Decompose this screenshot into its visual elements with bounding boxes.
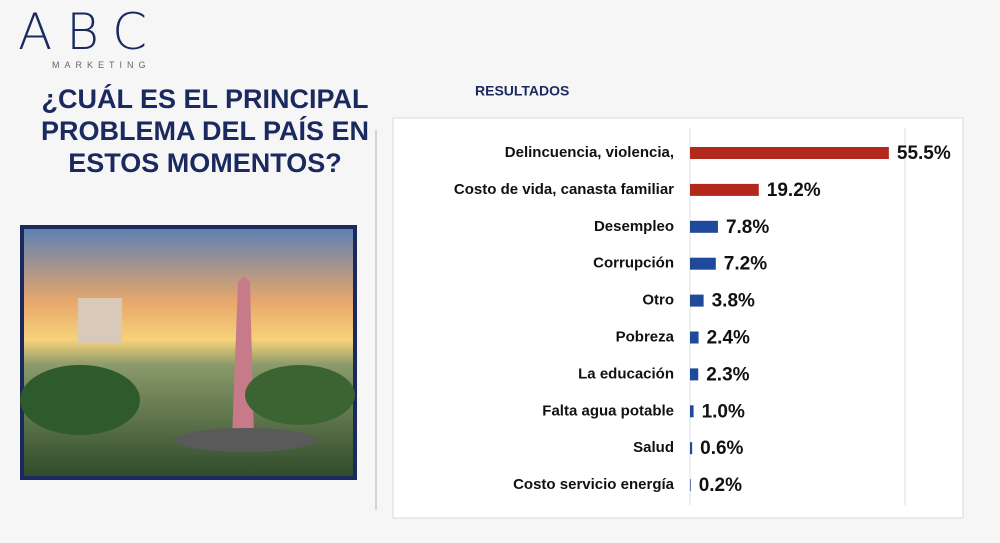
category-label: Costo de vida, canasta familiar: [454, 181, 674, 198]
bar: [690, 220, 718, 233]
bar: [690, 183, 759, 196]
bar: [690, 147, 889, 159]
category-label: Salud: [633, 439, 674, 456]
logo-tagline: MARKETING: [52, 60, 151, 70]
value-label: 2.3%: [706, 364, 749, 385]
bar: [690, 405, 694, 418]
category-label: La educación: [578, 365, 674, 382]
value-label: 3.8%: [712, 291, 755, 312]
value-label: 0.6%: [700, 438, 743, 459]
value-label: 2.4%: [707, 328, 750, 349]
value-label: 0.2%: [699, 475, 742, 496]
category-label: Pobreza: [616, 328, 675, 345]
category-label: Otro: [642, 292, 674, 309]
bar: [690, 442, 693, 455]
category-label: Costo servicio energía: [513, 476, 675, 493]
bar: [690, 331, 699, 344]
value-label: 19.2%: [767, 180, 821, 201]
chart-panel: [392, 117, 964, 519]
category-label: Corrupción: [593, 255, 674, 272]
bar: [690, 257, 716, 270]
value-label: 55.5%: [897, 143, 951, 164]
bar: [690, 368, 699, 381]
category-label: Delincuencia, violencia,: [505, 144, 674, 161]
logo-text: ABC: [18, 3, 161, 61]
value-label: 7.2%: [724, 254, 767, 275]
photo: [20, 225, 357, 480]
category-label: Desempleo: [594, 218, 674, 235]
chart-subtitle: RESULTADOS: [475, 83, 569, 99]
logo: ABC MARKETING: [18, 4, 161, 70]
category-label: Falta agua potable: [542, 402, 674, 419]
value-label: 7.8%: [726, 217, 769, 238]
bar: [690, 294, 704, 307]
bar: [690, 479, 691, 492]
value-label: 1.0%: [702, 401, 745, 422]
slide-title: ¿CUÁL ES EL PRINCIPAL PROBLEMA DEL PAÍS …: [40, 84, 370, 178]
